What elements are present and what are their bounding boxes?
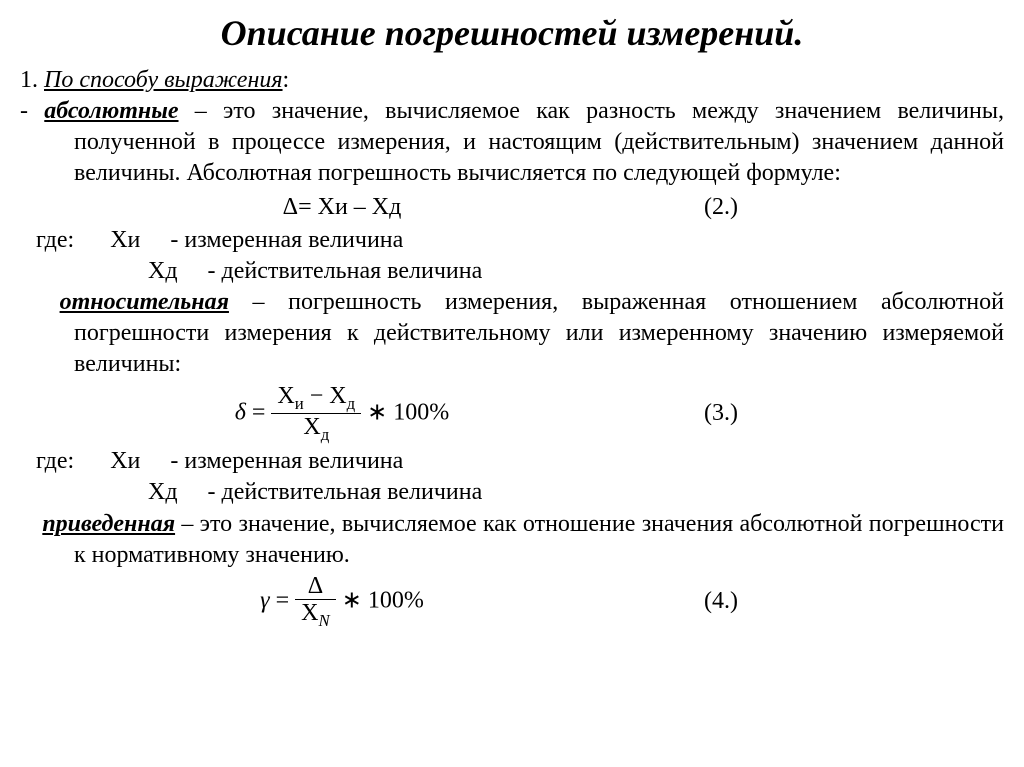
red-den-x: X	[301, 600, 318, 626]
rel-dash: -	[20, 287, 36, 318]
where-2-x2-sym: Xд	[148, 479, 178, 505]
rel-delta: δ	[235, 399, 246, 425]
rel-den-x-sub: д	[321, 425, 330, 444]
where-2-prefix: где:	[36, 448, 74, 474]
formula-relative-number: (3.)	[664, 398, 1004, 429]
rel-fraction: Xи − Xд Xд	[271, 383, 361, 445]
formula-relative: δ = Xи − Xд Xд ∗ 100%	[20, 383, 664, 445]
reduced-definition: - приведенная – это значение, вычисляемо…	[20, 509, 1004, 571]
section-1-colon: :	[283, 67, 290, 93]
where-1-x1-desc: - измеренная величина	[170, 227, 403, 253]
red-num-top: Δ	[295, 573, 336, 600]
abs-text: – это значение, вычисляемое как разность…	[74, 98, 1004, 186]
rel-num-xb: X	[329, 383, 346, 409]
red-dash: -	[20, 509, 36, 540]
rel-eq: =	[246, 399, 272, 425]
absolute-definition: - абсолютные – это значение, вычисляемое…	[20, 96, 1004, 190]
section-1-heading-line: 1. По способу выражения:	[20, 65, 1004, 96]
rel-num-xa: X	[277, 383, 294, 409]
formula-absolute: Δ= Xи – Xд	[20, 192, 664, 223]
where-2-line-1: где: Xи - измеренная величина	[20, 446, 1004, 477]
where-1-prefix: где:	[36, 227, 74, 253]
formula-reduced-row: γ = Δ XN ∗ 100% (4.)	[20, 573, 1004, 631]
red-eq: =	[270, 587, 296, 613]
where-2-x1-desc: - измеренная величина	[170, 448, 403, 474]
where-1-line-1: где: Xи - измеренная величина	[20, 225, 1004, 256]
red-fraction: Δ XN	[295, 573, 336, 631]
rel-num-xb-sub: д	[347, 393, 356, 412]
formula-absolute-row: Δ= Xи – Xд (2.)	[20, 192, 1004, 223]
rel-den-x: X	[303, 414, 320, 440]
where-2-line-2: Xд - действительная величина	[20, 477, 1004, 508]
red-gamma: γ	[260, 587, 269, 613]
relative-definition: - относительная – погрешность измерения,…	[20, 287, 1004, 381]
rel-num-minus: −	[304, 383, 330, 409]
formula-reduced-number: (4.)	[664, 586, 1004, 617]
section-1-number: 1.	[20, 67, 38, 93]
formula-absolute-number: (2.)	[664, 192, 1004, 223]
where-1-x1-sym: Xи	[110, 227, 140, 253]
abs-dash: -	[20, 98, 44, 124]
where-1-line-2: Xд - действительная величина	[20, 256, 1004, 287]
red-text: – это значение, вычисляемое как отношени…	[74, 511, 1004, 568]
rel-tail: ∗ 100%	[361, 399, 449, 425]
where-1-x2-desc: - действительная величина	[208, 258, 483, 284]
red-tail: ∗ 100%	[336, 587, 424, 613]
red-term: приведенная	[42, 511, 175, 537]
page-title: Описание погрешностей измерений.	[20, 10, 1004, 57]
rel-term: относительная	[60, 289, 229, 315]
where-2-x1-sym: Xи	[110, 448, 140, 474]
section-1-heading: По способу выражения	[44, 67, 283, 93]
formula-relative-row: δ = Xи − Xд Xд ∗ 100% (3.)	[20, 383, 1004, 445]
where-1-x2-sym: Xд	[148, 258, 178, 284]
where-2-x2-desc: - действительная величина	[208, 479, 483, 505]
rel-num-xa-sub: и	[295, 393, 304, 412]
red-den-sub: N	[319, 611, 330, 630]
abs-term: абсолютные	[44, 98, 178, 124]
formula-reduced: γ = Δ XN ∗ 100%	[20, 573, 664, 631]
